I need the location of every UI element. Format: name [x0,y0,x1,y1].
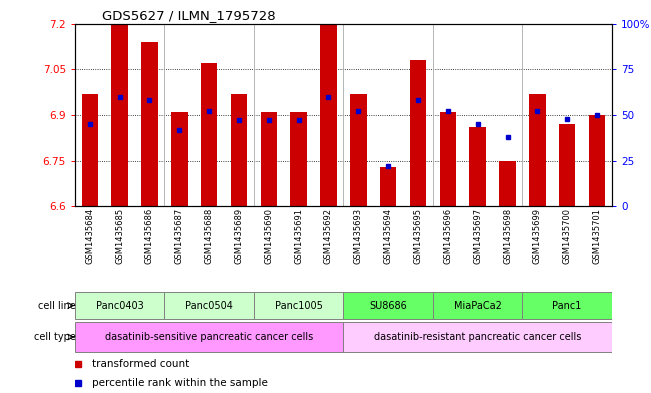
Bar [433,292,522,319]
Bar [529,94,546,206]
Bar [344,322,612,352]
Text: GSM1435685: GSM1435685 [115,208,124,264]
Text: dasatinib-sensitive pancreatic cancer cells: dasatinib-sensitive pancreatic cancer ce… [105,332,313,342]
Text: MiaPaCa2: MiaPaCa2 [454,301,502,310]
Bar [589,115,605,206]
Text: dasatinib-resistant pancreatic cancer cells: dasatinib-resistant pancreatic cancer ce… [374,332,581,342]
Text: GSM1435694: GSM1435694 [383,208,393,264]
Text: GSM1435687: GSM1435687 [175,208,184,264]
Bar [75,292,164,319]
Text: GSM1435686: GSM1435686 [145,208,154,264]
Bar [260,112,277,206]
Bar [380,167,396,206]
Text: GSM1435692: GSM1435692 [324,208,333,264]
Text: GSM1435693: GSM1435693 [354,208,363,264]
Bar [320,24,337,206]
Text: GSM1435696: GSM1435696 [443,208,452,264]
Text: Panc0403: Panc0403 [96,301,143,310]
Text: GSM1435697: GSM1435697 [473,208,482,264]
Text: GSM1435690: GSM1435690 [264,208,273,264]
Text: Panc1005: Panc1005 [275,301,323,310]
Bar [350,94,367,206]
Bar [141,42,158,206]
Text: cell type: cell type [34,332,76,342]
Bar [254,292,344,319]
Text: cell line: cell line [38,301,76,310]
Bar [499,161,516,206]
Text: GSM1435698: GSM1435698 [503,208,512,264]
Bar [522,292,612,319]
Bar [75,322,344,352]
Text: percentile rank within the sample: percentile rank within the sample [92,378,268,388]
Text: GSM1435689: GSM1435689 [234,208,243,264]
Text: GSM1435700: GSM1435700 [562,208,572,264]
Text: GSM1435691: GSM1435691 [294,208,303,264]
Text: GSM1435701: GSM1435701 [592,208,602,264]
Text: GSM1435695: GSM1435695 [413,208,422,264]
Text: Panc1: Panc1 [553,301,582,310]
Bar [171,112,187,206]
Text: GSM1435688: GSM1435688 [204,208,214,264]
Bar [344,292,433,319]
Bar [559,124,575,206]
Bar [439,112,456,206]
Bar [469,127,486,206]
Text: GSM1435684: GSM1435684 [85,208,94,264]
Text: GSM1435699: GSM1435699 [533,208,542,264]
Bar [409,60,426,206]
Bar [290,112,307,206]
Bar [230,94,247,206]
Bar [164,292,254,319]
Bar [111,24,128,206]
Text: transformed count: transformed count [92,358,189,369]
Bar [201,63,217,206]
Text: Panc0504: Panc0504 [185,301,233,310]
Text: GDS5627 / ILMN_1795728: GDS5627 / ILMN_1795728 [102,9,275,22]
Text: SU8686: SU8686 [369,301,407,310]
Bar [81,94,98,206]
